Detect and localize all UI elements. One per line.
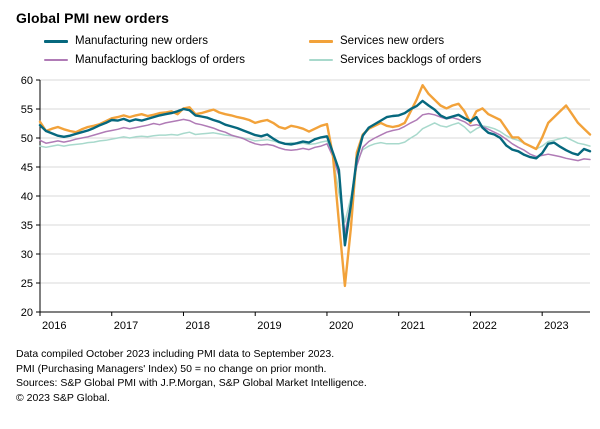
legend-item-services-new-orders: Services new orders [309,35,600,47]
y-tick-label: 45 [21,162,33,174]
legend-label: Services new orders [340,35,445,47]
legend-swatch-services-new-orders [309,39,333,43]
y-tick-label: 60 [21,75,33,87]
x-tick-label: 2016 [42,320,66,332]
legend-item-manufacturing-backlogs-of-orders: Manufacturing backlogs of orders [44,54,309,66]
x-tick-label: 2022 [472,320,496,332]
pmi-line-chart: 20 25 30 35 40 45 50 55 60 2016 2017 2018 2019 2020 20… [21,75,592,332]
y-tick-label: 55 [21,104,33,116]
series-line-services-new-orders [38,83,592,288]
series-line-services-backlogs-of-orders [39,122,591,223]
legend-label: Manufacturing backlogs of orders [75,54,246,66]
x-tick-label: 2023 [544,320,568,332]
legend-swatch-services-backlogs-of-orders [309,59,333,61]
x-tick-label: 2020 [329,320,353,332]
legend-swatch-manufacturing-new-orders [44,39,68,43]
y-tick-label: 40 [21,191,33,203]
legend-item-manufacturing-new-orders: Manufacturing new orders [44,35,309,47]
legend-label: Services backlogs of orders [340,54,482,66]
footer-note-compiled: Data compiled October 2023 including PMI… [16,348,335,360]
x-tick-label: 2019 [257,320,281,332]
y-tick-label: 30 [21,249,33,261]
legend-item-services-backlogs-of-orders: Services backlogs of orders [309,54,600,66]
footer-note-copyright: © 2023 S&P Global. [16,391,110,404]
x-tick-label: 2018 [185,320,209,332]
y-tick-label: 25 [21,278,33,290]
legend: Manufacturing new orders Services new ord… [44,35,600,66]
y-tick-label: 35 [21,220,33,232]
series-line-manufacturing-backlogs-of-orders [39,112,591,235]
legend-label: Manufacturing new orders [75,35,208,47]
y-tick-label: 20 [21,307,33,319]
footer-note-sources: Sources: S&P Global PMI with J.P.Morgan,… [16,377,367,389]
series-line-manufacturing-new-orders [38,99,592,247]
footer-notes: Data compiled October 2023 including PMI… [0,345,600,405]
chart-area: 20 25 30 35 40 45 50 55 60 2016 2017 2018 2019 2020 20… [0,72,600,345]
x-tick-label: 2021 [401,320,425,332]
legend-swatch-manufacturing-backlogs-of-orders [44,59,68,61]
footer-note-definition: PMI (Purchasing Managers' Index) 50 = no… [16,362,327,375]
x-tick-label: 2017 [114,320,138,332]
y-tick-label: 50 [21,133,33,145]
page-title: Global PMI new orders [16,10,170,26]
